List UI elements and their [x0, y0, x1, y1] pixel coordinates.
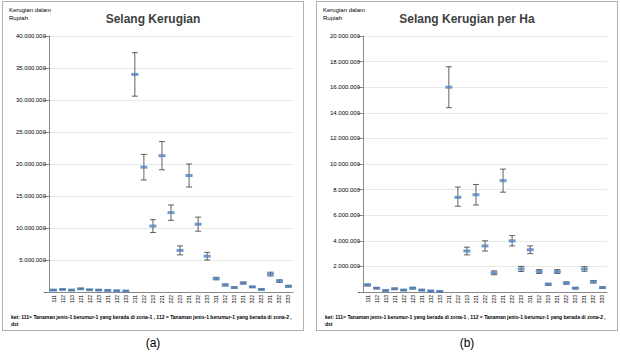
- svg-text:113: 113: [383, 295, 389, 303]
- svg-text:312: 312: [222, 295, 228, 304]
- html-text:(a): (a): [145, 336, 161, 350]
- svg-text:232: 232: [195, 295, 201, 304]
- svg-text:Kerugian dalam: Kerugian dalam: [9, 7, 53, 13]
- svg-text:311: 311: [213, 295, 219, 303]
- svg-text:333: 333: [599, 295, 605, 304]
- svg-text:311: 311: [527, 295, 533, 303]
- svg-text:133: 133: [123, 295, 129, 304]
- svg-text:ket: 111= Tanaman jenis-1 beru: ket: 111= Tanaman jenis-1 berumur-1 yang…: [325, 314, 607, 320]
- svg-text:10.000.000: 10.000.000: [16, 225, 47, 231]
- svg-text:323: 323: [258, 295, 264, 304]
- svg-text:221: 221: [473, 295, 479, 304]
- svg-text:113: 113: [69, 295, 75, 303]
- svg-text:-: -: [358, 289, 360, 295]
- svg-text:112: 112: [374, 295, 380, 303]
- svg-text:6.000.000: 6.000.000: [333, 212, 360, 218]
- html-text:(b): (b): [459, 336, 475, 350]
- svg-text:132: 132: [114, 295, 120, 304]
- svg-text:212: 212: [455, 295, 461, 304]
- svg-text:14.000.000: 14.000.000: [330, 110, 361, 116]
- svg-text:233: 233: [204, 295, 210, 304]
- svg-text:213: 213: [150, 295, 156, 304]
- svg-text:Kerugian dalam: Kerugian dalam: [323, 7, 367, 13]
- svg-text:321: 321: [240, 295, 246, 304]
- svg-text:112: 112: [60, 295, 66, 303]
- svg-text:Selang Kerugian per Ha: Selang Kerugian per Ha: [399, 12, 535, 26]
- svg-text:5.000.000: 5.000.000: [19, 257, 46, 263]
- svg-text:331: 331: [267, 295, 273, 304]
- svg-text:111: 111: [365, 295, 371, 303]
- svg-text:231: 231: [500, 295, 506, 304]
- svg-text:12.000.000: 12.000.000: [330, 135, 361, 141]
- svg-text:232: 232: [509, 295, 515, 304]
- svg-text:313: 313: [231, 295, 237, 304]
- svg-text:122: 122: [401, 295, 407, 304]
- svg-text:16.000.000: 16.000.000: [330, 84, 361, 90]
- svg-text:322: 322: [563, 295, 569, 304]
- svg-text:211: 211: [132, 295, 138, 303]
- svg-text:221: 221: [159, 295, 165, 304]
- svg-text:331: 331: [581, 295, 587, 304]
- svg-text:121: 121: [392, 295, 398, 304]
- svg-text:121: 121: [78, 295, 84, 304]
- svg-text:dst: dst: [325, 321, 333, 327]
- svg-text:Rupiah: Rupiah: [323, 15, 342, 21]
- svg-text:223: 223: [491, 295, 497, 304]
- svg-text:131: 131: [419, 295, 425, 304]
- svg-text:-: -: [44, 289, 46, 295]
- svg-text:2.000.000: 2.000.000: [333, 263, 360, 269]
- svg-text:18.000.000: 18.000.000: [330, 59, 361, 65]
- svg-text:20.000.000: 20.000.000: [330, 33, 361, 39]
- svg-text:222: 222: [482, 295, 488, 304]
- svg-text:313: 313: [545, 295, 551, 304]
- svg-text:Selang Kerugian: Selang Kerugian: [106, 12, 201, 26]
- svg-text:10.000.000: 10.000.000: [330, 161, 361, 167]
- svg-text:332: 332: [590, 295, 596, 304]
- svg-text:233: 233: [518, 295, 524, 304]
- svg-text:322: 322: [249, 295, 255, 304]
- svg-text:211: 211: [446, 295, 452, 303]
- svg-text:323: 323: [572, 295, 578, 304]
- svg-text:223: 223: [177, 295, 183, 304]
- svg-text:4.000.000: 4.000.000: [333, 238, 360, 244]
- svg-text:40.000.000: 40.000.000: [16, 33, 47, 39]
- svg-text:25.000.000: 25.000.000: [16, 129, 47, 135]
- svg-text:123: 123: [410, 295, 416, 304]
- svg-text:333: 333: [285, 295, 291, 304]
- svg-text:312: 312: [536, 295, 542, 304]
- svg-text:123: 123: [96, 295, 102, 304]
- svg-text:30.000.000: 30.000.000: [16, 97, 47, 103]
- svg-text:ket: 111= Tanaman jenis-1 beru: ket: 111= Tanaman jenis-1 berumur-1 yang…: [11, 314, 293, 320]
- svg-text:Rupiah: Rupiah: [9, 15, 28, 21]
- svg-text:222: 222: [168, 295, 174, 304]
- svg-text:20.000.000: 20.000.000: [16, 161, 47, 167]
- svg-text:111: 111: [51, 295, 57, 303]
- svg-text:122: 122: [87, 295, 93, 304]
- svg-text:132: 132: [428, 295, 434, 304]
- svg-text:15.000.000: 15.000.000: [16, 193, 47, 199]
- svg-text:35.000.000: 35.000.000: [16, 65, 47, 71]
- svg-text:dst: dst: [11, 321, 19, 327]
- svg-text:212: 212: [141, 295, 147, 304]
- svg-text:213: 213: [464, 295, 470, 304]
- svg-text:321: 321: [554, 295, 560, 304]
- svg-text:332: 332: [276, 295, 282, 304]
- svg-text:231: 231: [186, 295, 192, 304]
- svg-text:133: 133: [437, 295, 443, 304]
- svg-text:131: 131: [105, 295, 111, 304]
- svg-text:8.000.000: 8.000.000: [333, 187, 360, 193]
